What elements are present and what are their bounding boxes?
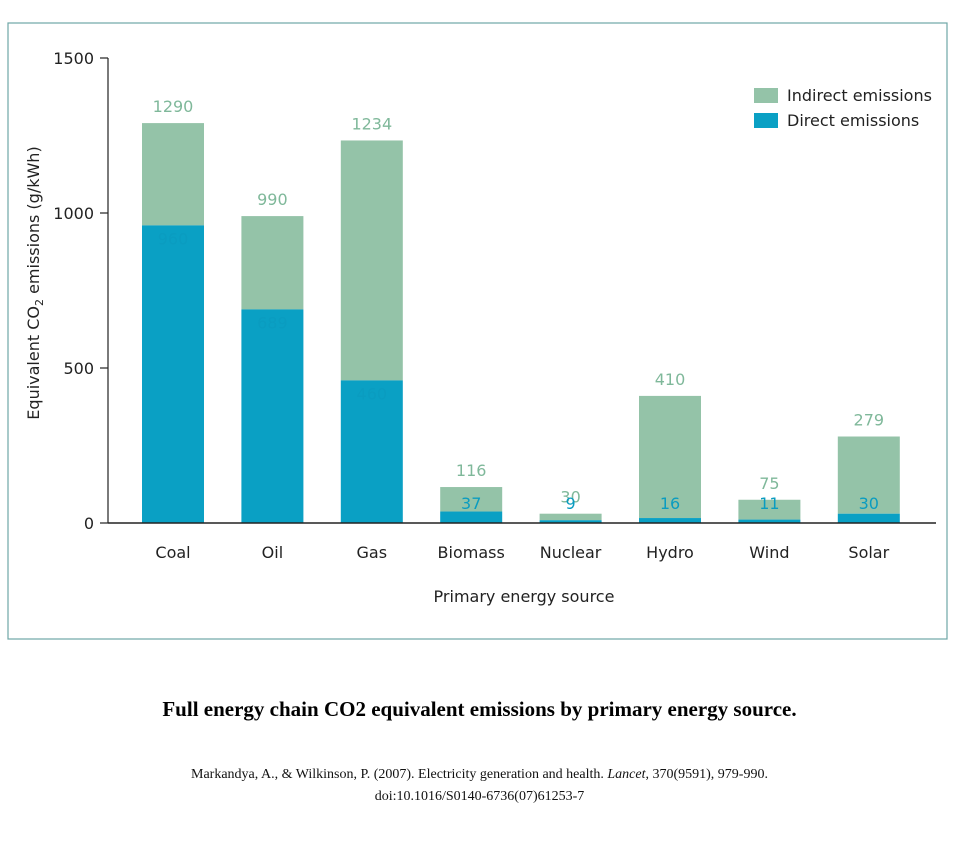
bar-direct-biomass [440, 511, 503, 523]
data-label-direct-nuclear: 9 [566, 494, 576, 513]
y-axis-title-part: Equivalent CO [24, 306, 43, 420]
data-label-direct-coal: 960 [158, 229, 189, 248]
citation-journal: Lancet [607, 767, 646, 782]
y-axis-title: Equivalent CO2 emissions (g/kWh) [24, 146, 46, 419]
bar-direct-nuclear [539, 520, 602, 523]
bar-indirect-gas [340, 140, 403, 381]
data-label-total-biomass: 116 [456, 461, 487, 480]
y-axis-title-part: emissions (g/kWh) [24, 146, 43, 299]
legend-swatch-indirect [754, 88, 778, 103]
bar-direct-coal [142, 225, 204, 523]
data-label-total-oil: 990 [257, 190, 288, 209]
bar-indirect-nuclear [539, 513, 602, 521]
x-axis-title: Primary energy source [434, 587, 615, 606]
x-tick-label-nuclear: Nuclear [540, 543, 602, 562]
bar-direct-solar [837, 513, 900, 523]
bar-indirect-biomass [440, 487, 503, 512]
figure-border [7, 22, 948, 640]
data-label-total-gas: 1234 [351, 114, 392, 133]
legend-label-indirect: Indirect emissions [787, 86, 932, 105]
bar-direct-oil [241, 309, 304, 523]
data-label-direct-solar: 30 [859, 494, 879, 513]
citation: Markandya, A., & Wilkinson, P. (2007). E… [0, 764, 959, 808]
data-label-direct-gas: 460 [357, 384, 388, 403]
x-tick-label-coal: Coal [155, 543, 190, 562]
caption-title: Full energy chain CO2 equivalent emissio… [162, 697, 797, 721]
y-tick-label-0: 0 [84, 514, 94, 533]
bar-direct-gas [340, 380, 403, 523]
legend-swatch-direct [754, 113, 778, 128]
x-tick-label-biomass: Biomass [438, 543, 505, 562]
bar-indirect-coal [142, 123, 204, 226]
y-tick-label-500: 500 [63, 359, 94, 378]
y-tick-label-1500: 1500 [53, 49, 94, 68]
chart-figure: 1290 960 Coal 990 689 Oil 1234 460 Gas 116 37 Bioma… [7, 22, 948, 640]
citation-rest: , 370(9591), 979-990. [645, 767, 768, 782]
legend-label-direct: Direct emissions [787, 111, 919, 130]
bar-indirect-wind [738, 499, 801, 520]
bar-indirect-oil [241, 216, 304, 310]
y-axis-title-subscript: 2 [33, 299, 46, 306]
data-label-total-hydro: 410 [655, 370, 686, 389]
x-tick-label-hydro: Hydro [646, 543, 694, 562]
bar-direct-wind [738, 519, 801, 523]
y-tick-label-1000: 1000 [53, 204, 94, 223]
data-label-total-nuclear: 30 [560, 488, 580, 507]
data-label-total-wind: 75 [759, 474, 779, 493]
x-tick-label-solar: Solar [848, 543, 889, 562]
x-tick-label-wind: Wind [749, 543, 789, 562]
bar-indirect-hydro [639, 395, 701, 519]
data-label-total-solar: 279 [854, 411, 885, 430]
data-label-direct-wind: 11 [759, 494, 779, 513]
citation-authors: Markandya, A., & Wilkinson, P. (2007). E… [191, 767, 608, 782]
bar-direct-hydro [639, 518, 701, 523]
data-label-direct-oil: 689 [257, 313, 288, 332]
citation-doi: doi:10.1016/S0140-6736(07)61253-7 [374, 789, 585, 804]
data-label-direct-hydro: 16 [660, 494, 680, 513]
bar-indirect-solar [837, 436, 900, 514]
data-label-total-coal: 1290 [153, 97, 194, 116]
data-label-direct-biomass: 37 [461, 494, 481, 513]
x-tick-label-gas: Gas [357, 543, 388, 562]
x-tick-label-oil: Oil [262, 543, 283, 562]
